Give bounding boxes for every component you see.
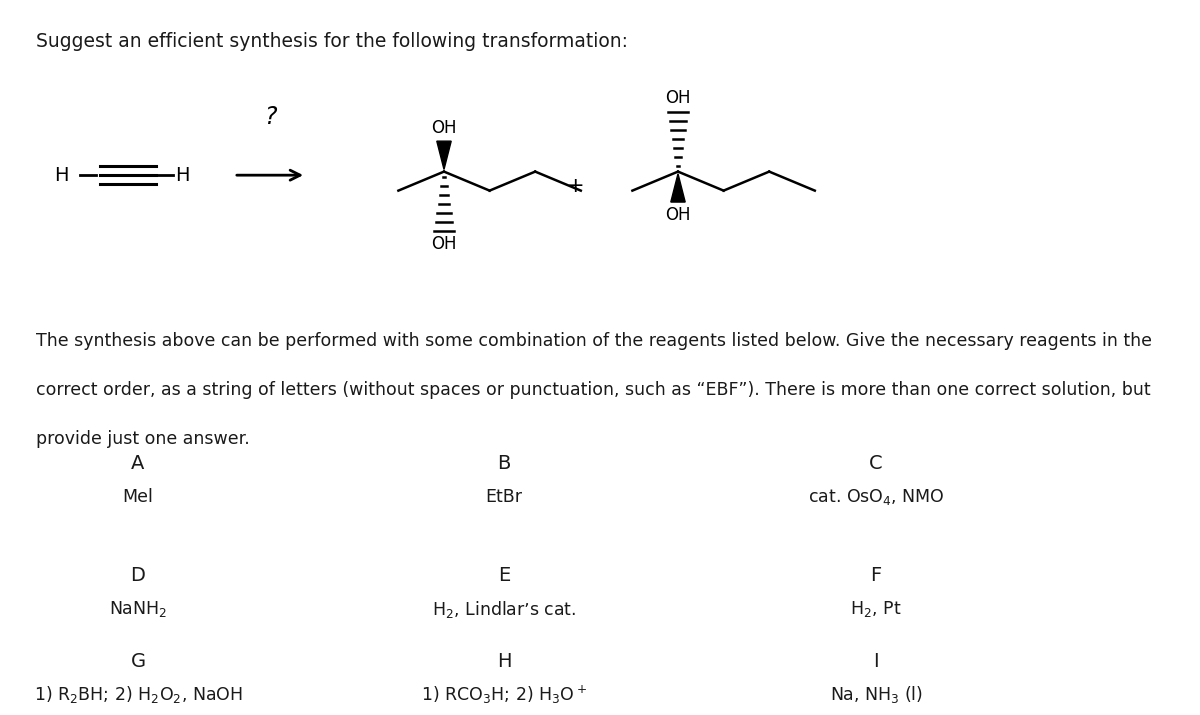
Text: OH: OH: [665, 89, 691, 107]
Text: B: B: [497, 454, 511, 473]
Text: cat. OsO$_4$, NMO: cat. OsO$_4$, NMO: [808, 487, 944, 507]
Text: C: C: [869, 454, 883, 473]
Text: H$_2$, Lindlar’s cat.: H$_2$, Lindlar’s cat.: [432, 598, 576, 620]
Polygon shape: [671, 174, 685, 202]
Text: correct order, as a string of letters (without spaces or punctuation, such as “E: correct order, as a string of letters (w…: [36, 381, 1151, 399]
Text: H: H: [497, 652, 511, 671]
Text: EtBr: EtBr: [486, 488, 522, 506]
Text: ?: ?: [264, 104, 276, 129]
Text: G: G: [131, 652, 145, 671]
Text: 1) RCO$_3$H; 2) H$_3$O$^+$: 1) RCO$_3$H; 2) H$_3$O$^+$: [421, 684, 587, 706]
Text: Na, NH$_3$ (l): Na, NH$_3$ (l): [829, 684, 923, 706]
Text: F: F: [870, 566, 882, 585]
Text: H: H: [54, 166, 68, 184]
Text: D: D: [131, 566, 145, 585]
Text: H$_2$, Pt: H$_2$, Pt: [851, 599, 901, 619]
Text: provide just one answer.: provide just one answer.: [36, 430, 250, 448]
Text: NaNH$_2$: NaNH$_2$: [109, 599, 167, 619]
Text: 1) R$_2$BH; 2) H$_2$O$_2$, NaOH: 1) R$_2$BH; 2) H$_2$O$_2$, NaOH: [34, 684, 242, 706]
Text: The synthesis above can be performed with some combination of the reagents liste: The synthesis above can be performed wit…: [36, 332, 1152, 350]
Text: Mel: Mel: [122, 488, 154, 506]
Text: Suggest an efficient synthesis for the following transformation:: Suggest an efficient synthesis for the f…: [36, 32, 628, 51]
Text: E: E: [498, 566, 510, 585]
Text: OH: OH: [431, 119, 457, 137]
Text: A: A: [131, 454, 145, 473]
Text: H: H: [175, 166, 190, 184]
Text: +: +: [568, 176, 584, 196]
Text: OH: OH: [665, 207, 691, 225]
Text: OH: OH: [431, 235, 457, 252]
Text: I: I: [874, 652, 878, 671]
Polygon shape: [437, 141, 451, 169]
